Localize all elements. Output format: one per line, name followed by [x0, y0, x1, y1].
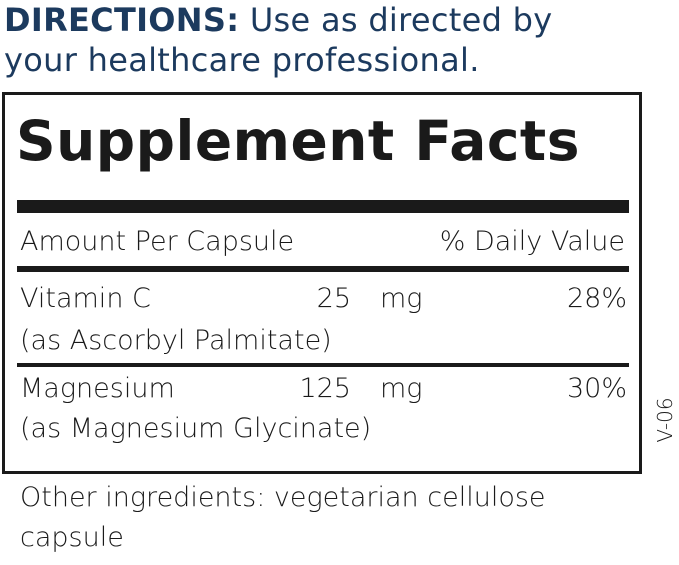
- directions-line-2: your healthcare professional.: [4, 41, 480, 79]
- directions-label: DIRECTIONS:: [4, 1, 240, 39]
- header-amount-per-capsule: Amount Per Capsule: [20, 226, 295, 257]
- panel-title: Supplement Facts: [16, 109, 580, 173]
- version-code: V-06: [653, 397, 677, 443]
- nutrient-source: (as Magnesium Glycinate): [20, 413, 372, 444]
- supplement-facts-panel: [2, 92, 642, 474]
- directions-text: Use as directed by: [249, 1, 553, 39]
- nutrient-daily-value: 30%: [566, 373, 627, 404]
- nutrient-name: Vitamin C: [20, 283, 151, 314]
- nutrient-daily-value: 28%: [566, 283, 627, 314]
- nutrient-amount: 25: [316, 283, 351, 314]
- other-ingredients-line-1: Other ingredients: vegetarian cellulose: [20, 482, 546, 513]
- nutrient-unit: mg: [380, 283, 423, 314]
- header-divider: [17, 266, 629, 272]
- directions-line-1: DIRECTIONS: Use as directed by: [4, 0, 553, 40]
- header-daily-value: % Daily Value: [439, 226, 625, 257]
- nutrient-amount: 125: [299, 373, 351, 404]
- nutrient-source: (as Ascorbyl Palmitate): [20, 325, 332, 356]
- nutrient-name: Magnesium: [20, 373, 175, 404]
- row-divider: [17, 363, 629, 367]
- other-ingredients-line-2: capsule: [20, 522, 124, 553]
- thick-divider: [17, 200, 629, 213]
- nutrient-unit: mg: [380, 373, 423, 404]
